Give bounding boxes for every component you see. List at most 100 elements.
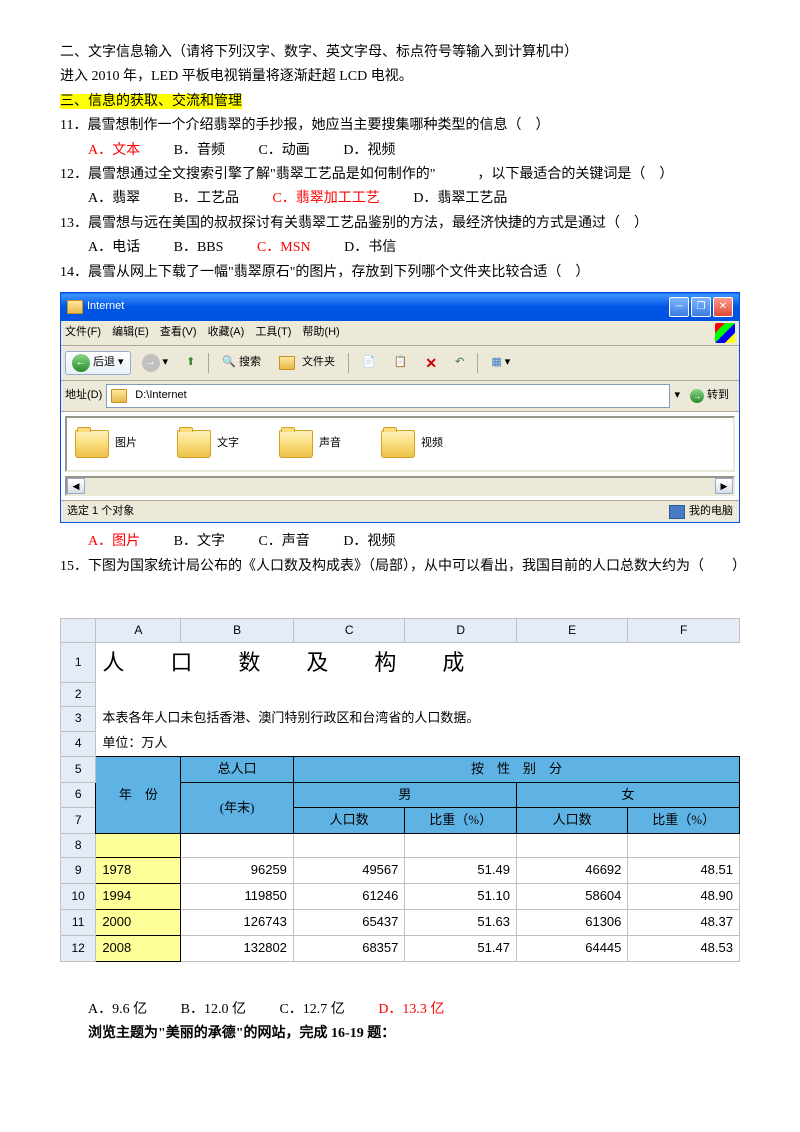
- close-button[interactable]: ✕: [713, 297, 733, 317]
- q15-option-d: D．13.3 亿: [378, 999, 444, 1021]
- header-year: 年 份: [96, 756, 181, 833]
- q12-text: 12．晨雪想通过全文搜索引擎了解"翡翠工艺品是如何制作的" ，以下最适合的关键词…: [60, 164, 740, 186]
- row-9[interactable]: 9: [61, 858, 96, 884]
- data-year: 2008: [96, 935, 181, 961]
- row-10[interactable]: 10: [61, 884, 96, 910]
- x-icon: ✕: [425, 352, 437, 374]
- address-input[interactable]: D:\Internet: [106, 384, 670, 408]
- tool-btn-2[interactable]: 📋: [387, 351, 415, 375]
- row-11[interactable]: 11: [61, 909, 96, 935]
- window-title: Internet: [87, 298, 124, 316]
- folder-video[interactable]: 视频: [381, 430, 443, 458]
- content-area: 图片 文字 声音 视频: [65, 416, 735, 472]
- table-unit: 单位：万人: [96, 731, 740, 756]
- q14-options: A．图片 B．文字 C．声音 D．视频: [60, 531, 740, 553]
- col-c[interactable]: C: [293, 618, 404, 642]
- header-m-ratio: 比重（%）: [405, 808, 517, 834]
- q12-option-b: B．工艺品: [174, 188, 239, 210]
- corner-cell[interactable]: [61, 618, 96, 642]
- menubar: 文件(F) 编辑(E) 查看(V) 收藏(A) 工具(T) 帮助(H): [61, 321, 739, 346]
- menu-favorites[interactable]: 收藏(A): [208, 326, 245, 338]
- q13-option-b: B．BBS: [174, 237, 224, 259]
- row-12[interactable]: 12: [61, 935, 96, 961]
- row-7[interactable]: 7: [61, 808, 96, 834]
- data-mcount: 68357: [293, 935, 404, 961]
- scrollbar[interactable]: ◀ ▶: [65, 476, 735, 496]
- address-folder-icon: [111, 389, 127, 403]
- views-button[interactable]: ▦▾: [484, 351, 517, 375]
- data-mratio: 51.63: [405, 909, 517, 935]
- delete-button[interactable]: ✕: [418, 349, 444, 377]
- data-year: 2000: [96, 909, 181, 935]
- data-fratio: 48.90: [628, 884, 740, 910]
- q14-option-b: B．文字: [174, 531, 225, 553]
- folders-button[interactable]: 文件夹: [272, 351, 342, 375]
- data-mratio: 51.47: [405, 935, 517, 961]
- folder-icon: [67, 300, 83, 314]
- col-a[interactable]: A: [96, 618, 181, 642]
- table-note: 本表各年人口未包括香港、澳门特别行政区和台湾省的人口数据。: [96, 706, 740, 731]
- q15-option-b: B．12.0 亿: [181, 999, 246, 1021]
- section2-content: 进入 2010 年，LED 平板电视销量将逐渐赶超 LCD 电视。: [60, 66, 740, 88]
- back-button[interactable]: ← 后退 ▾: [65, 351, 131, 375]
- q13-option-c: C．MSN: [257, 237, 311, 259]
- tool-btn-1[interactable]: 📄: [355, 351, 383, 375]
- data-fratio: 48.53: [628, 935, 740, 961]
- minimize-button[interactable]: ─: [669, 297, 689, 317]
- col-f[interactable]: F: [628, 618, 740, 642]
- row-8[interactable]: 8: [61, 834, 96, 858]
- row-4[interactable]: 4: [61, 731, 96, 756]
- statusbar: 选定 1 个对象 我的电脑: [61, 500, 739, 523]
- explorer-window: Internet ─ ❐ ✕ 文件(F) 编辑(E) 查看(V) 收藏(A) 工…: [60, 292, 740, 524]
- q12-options: A．翡翠 B．工艺品 C．翡翠加工工艺 D．翡翠工艺品: [60, 188, 740, 210]
- row-3[interactable]: 3: [61, 706, 96, 731]
- search-button[interactable]: 🔍 搜索: [215, 351, 268, 375]
- data-mcount: 65437: [293, 909, 404, 935]
- menu-tools[interactable]: 工具(T): [255, 326, 291, 338]
- folder-text[interactable]: 文字: [177, 430, 239, 458]
- go-button[interactable]: → 转到: [684, 385, 735, 407]
- maximize-button[interactable]: ❐: [691, 297, 711, 317]
- folder-sound[interactable]: 声音: [279, 430, 341, 458]
- header-m-count: 人口数: [293, 808, 404, 834]
- row-2[interactable]: 2: [61, 682, 96, 706]
- menu-edit[interactable]: 编辑(E): [112, 326, 149, 338]
- q11-options: A．文本 B．音频 C．动画 D．视频: [60, 140, 740, 162]
- folder-pic[interactable]: 图片: [75, 430, 137, 458]
- footer-text: 浏览主题为"美丽的承德"的网站，完成 16-19 题：: [60, 1023, 740, 1045]
- spreadsheet: A B C D E F 1 人 口 数 及 构 成 2 3 本表各年人口未包括香…: [60, 618, 740, 962]
- menu-file[interactable]: 文件(F): [65, 326, 101, 338]
- data-fcount: 46692: [516, 858, 627, 884]
- q14-option-d: D．视频: [343, 531, 395, 553]
- scroll-right-icon[interactable]: ▶: [715, 478, 733, 494]
- q15-text: 15．下图为国家统计局公布的《人口数及构成表》（局部），从中可以看出，我国目前的…: [60, 556, 740, 578]
- q12-option-c: C．翡翠加工工艺: [272, 188, 379, 210]
- q14-option-a: A．图片: [88, 531, 140, 553]
- col-d[interactable]: D: [405, 618, 517, 642]
- status-location: 我的电脑: [689, 503, 733, 521]
- search-icon: 🔍: [222, 354, 236, 372]
- row-6[interactable]: 6: [61, 782, 96, 808]
- forward-button[interactable]: → ▾: [135, 351, 176, 375]
- data-mcount: 61246: [293, 884, 404, 910]
- data-total: 132802: [181, 935, 294, 961]
- folder-icon: [381, 430, 415, 458]
- scroll-left-icon[interactable]: ◀: [67, 478, 85, 494]
- data-year: 1994: [96, 884, 181, 910]
- undo-button[interactable]: ↶: [448, 351, 471, 375]
- q11-option-d: D．视频: [343, 140, 395, 162]
- header-total-sub: (年末): [181, 782, 294, 834]
- up-button[interactable]: ⬆: [179, 351, 202, 375]
- menu-view[interactable]: 查看(V): [160, 326, 197, 338]
- row-5[interactable]: 5: [61, 756, 96, 782]
- folders-icon: [279, 356, 295, 370]
- col-e[interactable]: E: [516, 618, 627, 642]
- row-1[interactable]: 1: [61, 642, 96, 682]
- q11-option-a: A．文本: [88, 140, 140, 162]
- q13-option-a: A．电话: [88, 237, 140, 259]
- menu-help[interactable]: 帮助(H): [302, 326, 339, 338]
- forward-icon: →: [142, 354, 160, 372]
- col-b[interactable]: B: [181, 618, 294, 642]
- q14-option-c: C．声音: [258, 531, 309, 553]
- back-icon: ←: [72, 354, 90, 372]
